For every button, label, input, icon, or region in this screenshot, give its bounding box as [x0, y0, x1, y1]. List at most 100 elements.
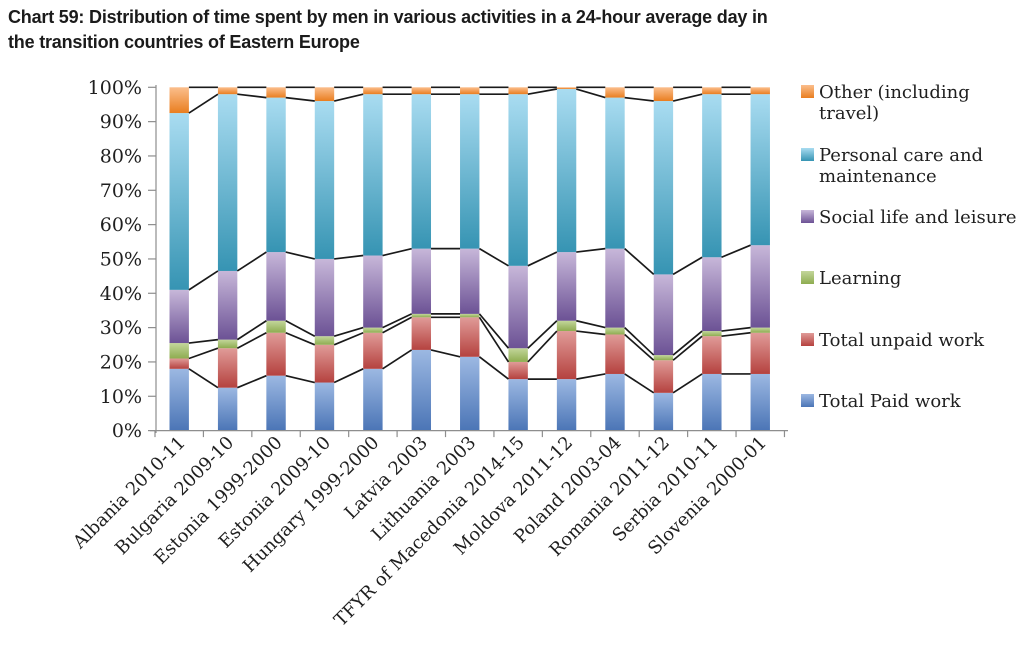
bar-segment-unpaid-moldova-2011-12 [556, 331, 577, 380]
series-line-paid [430, 349, 461, 358]
series-line-learning [285, 319, 316, 337]
series-line-unpaid [285, 331, 316, 346]
series-line-unpaid [721, 331, 751, 338]
series-line-learning [672, 330, 703, 356]
bar-segment-personal-albania-2010-11 [169, 113, 189, 290]
bar-segment-learning-romania-2011-12 [653, 355, 674, 361]
series-line-social [382, 247, 412, 257]
bar-segment-learning-estonia-1999-2000 [266, 320, 286, 333]
y-axis-label: 0% [112, 420, 142, 442]
series-line-learning [333, 326, 364, 338]
bar-segment-other-romania-2011-12 [653, 87, 674, 102]
bar-segment-social-hungary-1999-2000 [363, 255, 383, 328]
bar-segment-personal-estonia-2009-10 [314, 101, 335, 259]
series-line-personal [624, 96, 654, 102]
bar-segment-other-slovenia-2000-01 [750, 87, 770, 95]
bar-segment-social-latvia-2003 [411, 248, 432, 314]
bar-segment-unpaid-romania-2011-12 [653, 360, 674, 393]
bar-segment-personal-tfyr-of-macedonia-2014-15 [508, 94, 528, 266]
series-line-learning [188, 338, 219, 344]
series-line-paid [285, 374, 315, 384]
series-line-unpaid [478, 316, 510, 363]
series-line-paid [576, 373, 606, 380]
series-line-unpaid [188, 347, 219, 360]
y-axis-label: 20% [100, 351, 142, 373]
series-line-social [188, 270, 219, 291]
series-line-social [721, 244, 751, 259]
series-line-paid [188, 368, 219, 389]
bar-segment-other-lithuania-2003 [460, 87, 480, 95]
series-line-social [672, 256, 703, 276]
bar-segment-learning-bulgaria-2009-10 [217, 339, 238, 349]
bar-segment-learning-poland-2003-04 [605, 327, 625, 335]
y-axis-label: 90% [100, 111, 142, 133]
bar-segment-social-moldova-2011-12 [556, 252, 577, 321]
bar-segment-social-serbia-2010-11 [702, 257, 722, 332]
bar-segment-other-estonia-1999-2000 [266, 87, 286, 98]
series-line-unpaid [333, 331, 364, 346]
bar-segment-unpaid-latvia-2003 [411, 317, 432, 350]
series-line-paid [333, 368, 364, 384]
bar-segment-personal-poland-2003-04 [605, 97, 625, 249]
series-line-learning [478, 313, 510, 349]
bar-segment-unpaid-estonia-2009-10 [314, 344, 335, 383]
bar-segment-paid-estonia-2009-10 [314, 382, 335, 431]
y-axis-label: 100% [88, 77, 142, 99]
bar-segment-paid-slovenia-2000-01 [750, 373, 770, 431]
bar-segment-other-latvia-2003 [411, 87, 432, 95]
bar-segment-other-estonia-2009-10 [314, 87, 335, 102]
series-line-social [478, 247, 509, 267]
series-line-paid [624, 373, 655, 394]
y-axis: 0% 10% 20% 30% 40% 50% 60% 70% 80% 90% 100% [88, 77, 157, 442]
series-line-social [334, 254, 364, 260]
bar-segment-social-albania-2010-11 [169, 289, 189, 344]
series-line-learning [721, 326, 751, 332]
series-line-personal [527, 88, 558, 96]
series-line-personal [285, 96, 315, 102]
series-line-paid [478, 356, 509, 380]
bar-segment-social-slovenia-2000-01 [750, 245, 770, 328]
chart-title-line-1: Chart 59: Distribution of time spent by … [8, 7, 768, 27]
series-line-social [576, 247, 606, 253]
bar-segment-personal-latvia-2003 [411, 94, 432, 249]
series-line-learning [624, 326, 655, 356]
bar-segment-personal-romania-2011-12 [653, 101, 674, 275]
series-line-social [624, 248, 655, 276]
bar-segment-paid-bulgaria-2009-10 [217, 387, 238, 431]
series-line-unpaid [576, 330, 606, 336]
bar-segment-paid-latvia-2003 [411, 349, 432, 431]
series-line-personal [672, 93, 703, 102]
series-line-personal [188, 93, 219, 114]
series-line-paid [382, 349, 413, 370]
bar-segment-learning-hungary-1999-2000 [363, 327, 383, 333]
series-line-personal [333, 93, 364, 102]
bar-segment-unpaid-lithuania-2003 [460, 317, 480, 357]
chart-title-line-2: the transition countries of Eastern Euro… [8, 32, 360, 52]
bar-segment-social-poland-2003-04 [605, 248, 625, 328]
bar-segment-paid-albania-2010-11 [169, 368, 189, 431]
series-line-paid [672, 373, 703, 394]
y-axis-label: 30% [100, 317, 142, 339]
bar-segment-personal-hungary-1999-2000 [363, 94, 383, 256]
y-axis-label: 50% [100, 248, 142, 270]
series-line-unpaid [624, 333, 655, 361]
bar-segment-paid-serbia-2010-11 [702, 373, 722, 431]
bar-segment-learning-serbia-2010-11 [702, 331, 722, 337]
bar-segment-social-bulgaria-2009-10 [217, 270, 238, 340]
bar-segment-other-moldova-2011-12 [556, 87, 577, 90]
bar-segment-social-lithuania-2003 [460, 248, 480, 314]
bar-segment-other-bulgaria-2009-10 [217, 87, 238, 95]
bar-segment-other-tfyr-of-macedonia-2014-15 [508, 87, 528, 95]
bar-segment-personal-moldova-2011-12 [556, 89, 577, 253]
bar-segment-unpaid-albania-2010-11 [169, 358, 189, 369]
series-line-unpaid [527, 330, 558, 363]
bar-segment-paid-lithuania-2003 [460, 356, 480, 431]
series-line-learning [527, 320, 558, 349]
bar-segment-social-tfyr-of-macedonia-2014-15 [508, 265, 528, 349]
series-connector-lines [188, 86, 751, 394]
bar-segment-paid-moldova-2011-12 [556, 379, 577, 431]
series-line-personal [576, 88, 606, 99]
bar-segment-other-poland-2003-04 [605, 87, 625, 98]
bar-segment-social-estonia-2009-10 [314, 258, 335, 337]
